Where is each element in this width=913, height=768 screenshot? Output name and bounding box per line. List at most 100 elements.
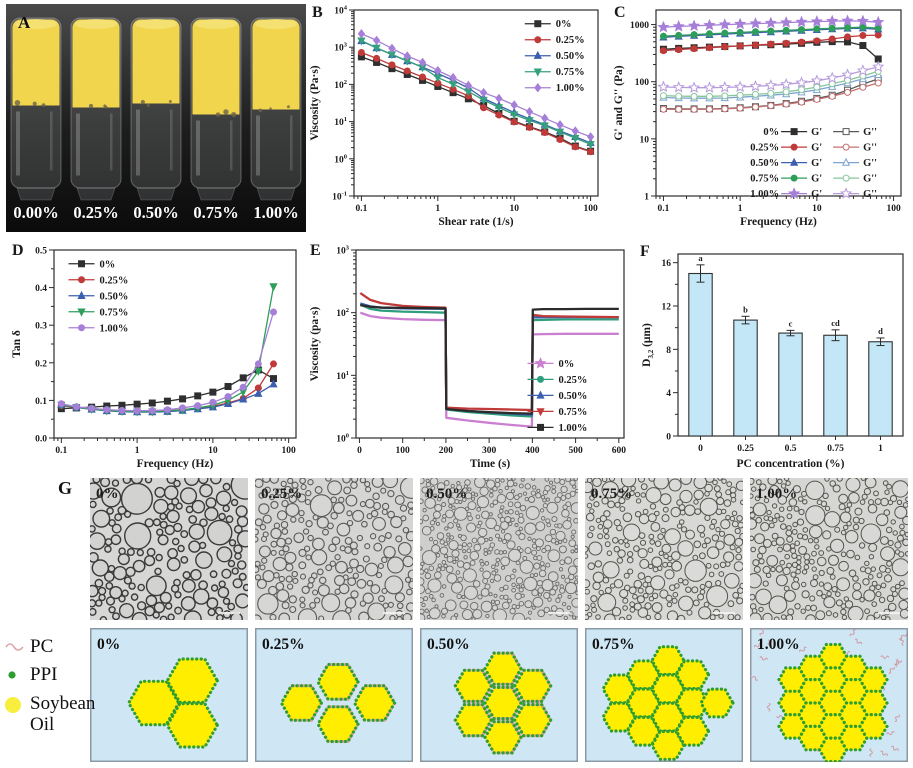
svg-text:0.50%: 0.50% [426,486,467,502]
svg-text:100: 100 [583,204,598,214]
svg-text:0.50%: 0.50% [100,291,129,302]
micrograph-1-00-percent: 1.00% [750,478,908,620]
svg-text:12: 12 [662,303,672,313]
svg-text:1000: 1000 [630,21,649,31]
legend-label-pc: PC [30,636,54,657]
svg-text:4: 4 [666,389,671,399]
svg-text:a: a [698,253,703,263]
svg-text:0.25%: 0.25% [750,143,779,154]
pc-wavy-line-icon [5,643,24,651]
svg-text:G'': G'' [863,158,877,169]
ppi-dot-icon [8,671,16,679]
svg-text:1.00%: 1.00% [100,323,129,334]
svg-text:0.3: 0.3 [35,322,47,332]
svg-text:Time (s): Time (s) [470,458,511,470]
svg-text:G'': G'' [863,174,877,185]
svg-text:1: 1 [644,193,649,203]
svg-text:G': G' [811,158,822,169]
svg-text:0.4: 0.4 [35,284,47,294]
svg-text:0.25%: 0.25% [261,486,302,502]
svg-text:G': G' [811,174,822,185]
svg-text:E: E [310,242,321,259]
svg-text:103: 103 [336,245,350,257]
svg-text:0.75: 0.75 [827,444,844,454]
panel-g-legend: PC PPI Soybean Oil [4,636,95,742]
svg-text:Tan δ: Tan δ [11,330,23,358]
svg-text:1: 1 [878,444,883,454]
svg-text:0.75%: 0.75% [750,174,779,185]
svg-text:0.1: 0.1 [35,397,47,407]
svg-text:Viscosity (pa·s): Viscosity (pa·s) [309,307,321,382]
schematic-0-percent: 0% [90,628,248,762]
svg-text:101: 101 [336,370,349,382]
svg-text:PC concentration (%): PC concentration (%) [737,458,845,470]
svg-text:100: 100 [396,446,411,456]
panel-a-vial-photo: 0.00% 0.25% 0.50% 0.75% 1.00% A [6,4,306,232]
svg-text:1: 1 [135,446,140,456]
svg-text:Frequency (Hz): Frequency (Hz) [740,216,817,228]
svg-text:0.5: 0.5 [35,247,47,257]
svg-text:0.25%: 0.25% [556,35,585,46]
svg-text:16: 16 [662,259,672,269]
svg-text:102: 102 [334,79,347,91]
micrograph-0-50-percent: 0.50% [420,478,578,620]
svg-text:0.25%: 0.25% [559,375,588,386]
svg-text:0.1: 0.1 [55,446,67,456]
svg-text:0.00%: 0.00% [13,203,58,222]
svg-text:0%: 0% [556,19,572,30]
svg-text:0%: 0% [97,636,120,653]
svg-text:8: 8 [666,346,671,356]
svg-text:0: 0 [357,446,362,456]
svg-text:cd: cd [831,318,840,328]
svg-text:A: A [18,13,31,32]
chart-f-droplet-size-bars: 0 4 8 12 16 a 0 b 0.25 c 0.5 cd 0.75 d 1 F PC concentrat… [640,243,904,470]
svg-text:1.00%: 1.00% [253,203,298,222]
svg-text:102: 102 [336,307,349,319]
svg-text:Frequency (Hz): Frequency (Hz) [137,458,214,470]
svg-text:300: 300 [482,446,497,456]
svg-text:0%: 0% [763,127,779,138]
svg-text:1.00%: 1.00% [750,189,779,200]
svg-text:D3,2 (μm): D3,2 (μm) [641,323,655,367]
svg-text:100: 100 [336,433,349,445]
svg-text:Viscosity (Pa·s): Viscosity (Pa·s) [309,65,321,140]
svg-text:C: C [614,4,626,21]
svg-text:G': G' [811,143,822,154]
svg-text:G'': G'' [863,143,877,154]
legend-item-pc: PC [4,636,90,657]
svg-text:0.2: 0.2 [35,359,47,369]
svg-text:G'': G'' [863,127,877,138]
svg-text:100: 100 [334,153,347,165]
svg-text:100: 100 [886,204,901,214]
svg-text:0.75%: 0.75% [100,307,129,318]
svg-text:100: 100 [282,446,297,456]
svg-text:c: c [789,318,793,328]
svg-text:0%: 0% [100,259,116,270]
svg-text:0.1: 0.1 [657,204,669,214]
micrograph-0-25-percent: 0.25% [255,478,413,620]
panel-g-label: G [58,478,73,498]
legend-item-soybean-oil: Soybean Oil [4,693,95,736]
svg-text:0: 0 [698,444,703,454]
svg-text:0.50%: 0.50% [750,158,779,169]
svg-text:10: 10 [640,135,650,145]
svg-text:d: d [878,326,883,336]
schematic-1-00-percent: 1.00% [750,628,908,762]
svg-text:0.5: 0.5 [785,444,797,454]
svg-text:G'': G'' [863,189,877,200]
svg-text:0.75%: 0.75% [193,203,238,222]
chart-d-tan-delta-vs-frequency: 0.1 1 10 100 0.0 0.1 0.2 0.3 0.4 0.5 D Frequency (H… [11,242,297,470]
schematic-0-25-percent: 0.25% [255,628,413,762]
svg-text:10: 10 [812,204,822,214]
svg-text:0.75%: 0.75% [559,407,588,418]
svg-text:0%: 0% [559,359,575,370]
svg-text:0.0: 0.0 [35,435,47,445]
micrograph-0-75-percent: 0.75% [585,478,743,620]
svg-text:100: 100 [635,78,650,88]
svg-text:10-1: 10-1 [332,191,347,203]
svg-text:1: 1 [738,204,743,214]
chart-e-thixotropy-recovery: 0 100 200 300 400 500 600 100 101 102 103 E Time (s)… [309,242,626,470]
svg-text:1.00%: 1.00% [556,83,585,94]
svg-text:101: 101 [334,116,347,128]
legend-label-soybean-oil: Soybean Oil [30,692,96,735]
